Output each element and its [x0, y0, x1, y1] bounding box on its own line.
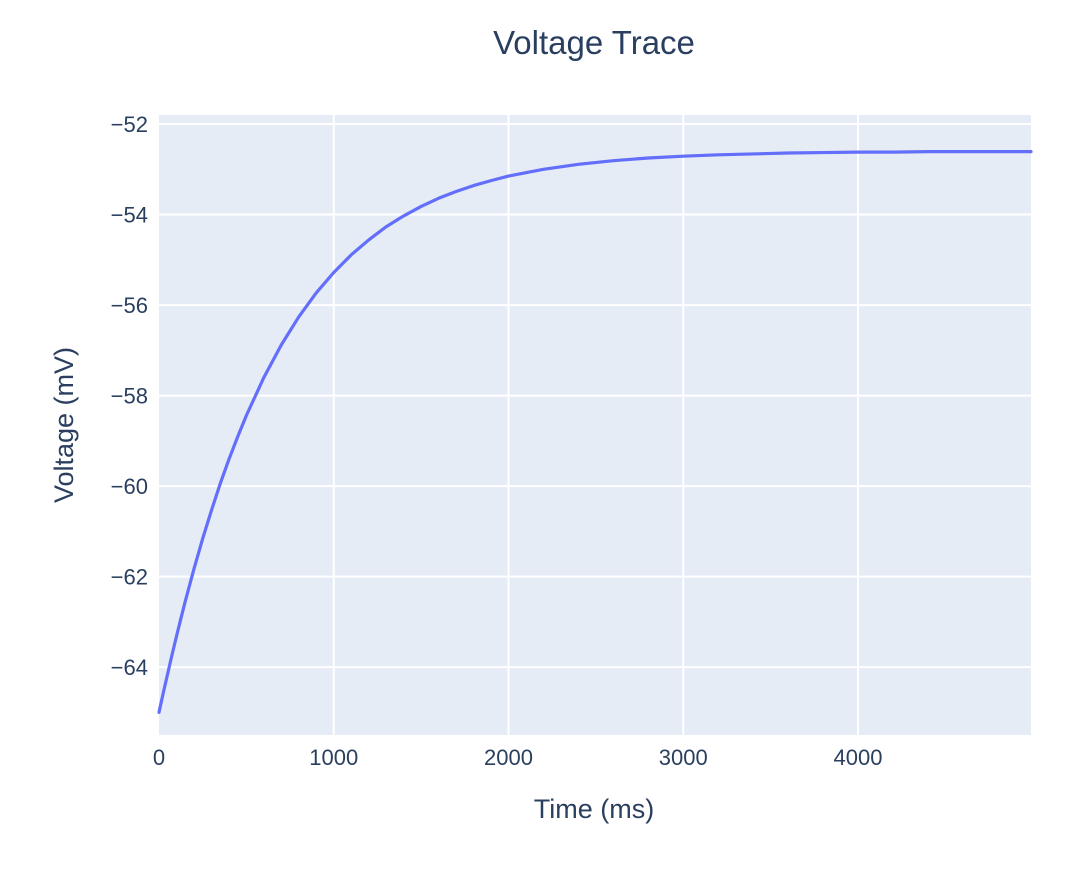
y-axis-ticks: −52 −54 −56 −58 −60 −62 −64 [111, 112, 148, 680]
y-tick-label: −58 [111, 384, 148, 409]
x-tick-label: 4000 [834, 745, 883, 770]
trace-layer [157, 150, 1033, 714]
x-axis-ticks: 0 1000 2000 3000 4000 [153, 745, 883, 770]
voltage-trace-line [157, 150, 1033, 714]
x-axis-title: Time (ms) [534, 794, 654, 824]
y-grid-lines [159, 123, 1031, 669]
y-tick-label: −60 [111, 474, 148, 499]
x-tick-label: 2000 [484, 745, 533, 770]
y-tick-label: −64 [111, 655, 148, 680]
chart-title: Voltage Trace [493, 24, 695, 61]
y-tick-label: −54 [111, 203, 148, 228]
y-tick-label: −56 [111, 293, 148, 318]
x-grid-lines [332, 115, 859, 735]
y-tick-label: −52 [111, 112, 148, 137]
x-tick-label: 1000 [309, 745, 358, 770]
x-tick-label: 3000 [659, 745, 708, 770]
y-tick-label: −62 [111, 565, 148, 590]
y-axis-title: Voltage (mV) [49, 347, 79, 503]
plot-background [159, 115, 1031, 735]
x-tick-label: 0 [153, 745, 165, 770]
